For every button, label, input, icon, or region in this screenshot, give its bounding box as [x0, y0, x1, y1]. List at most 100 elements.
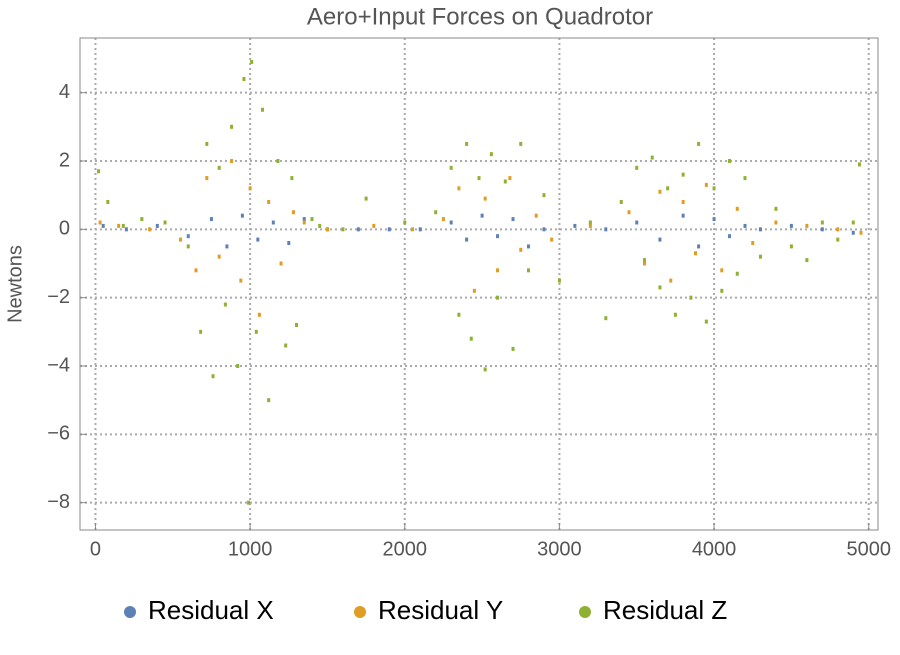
point [302, 217, 306, 222]
point [341, 227, 345, 232]
point [411, 227, 414, 232]
point [240, 213, 244, 218]
y-axis-label: Newtons [4, 245, 26, 323]
point [267, 200, 271, 204]
point [186, 234, 190, 239]
point [477, 176, 481, 181]
point [511, 217, 515, 222]
point [496, 268, 500, 273]
point [163, 220, 167, 225]
point [256, 237, 260, 242]
x-tick-label: 2000 [383, 538, 428, 560]
point [364, 196, 368, 201]
point [179, 237, 183, 242]
point [236, 364, 240, 368]
point [697, 244, 701, 249]
point [658, 285, 662, 290]
point [720, 268, 724, 273]
point [743, 176, 747, 181]
point [441, 217, 445, 222]
point [789, 223, 793, 228]
point [418, 227, 422, 232]
point [98, 220, 102, 225]
point [483, 367, 487, 372]
point [242, 77, 246, 81]
point [318, 223, 322, 228]
point [284, 343, 288, 348]
point [751, 241, 755, 245]
point [372, 223, 376, 228]
point [310, 217, 314, 222]
point [534, 213, 538, 218]
legend-marker [124, 606, 136, 618]
point [820, 220, 824, 225]
point [642, 261, 646, 266]
point [774, 220, 778, 225]
y-tick-label: 0 [59, 218, 70, 240]
point [117, 223, 121, 228]
point [194, 268, 198, 273]
point [250, 59, 254, 64]
point [209, 217, 213, 222]
point [186, 244, 190, 249]
legend-label: Residual X [148, 595, 274, 625]
point [230, 124, 234, 129]
point [774, 206, 778, 211]
point [712, 217, 716, 222]
point [604, 227, 608, 232]
point [519, 247, 523, 252]
point [290, 176, 294, 181]
point [642, 258, 646, 263]
point [635, 220, 639, 225]
point [627, 210, 631, 215]
point [155, 223, 159, 228]
point [457, 312, 461, 317]
point [758, 227, 762, 232]
point [851, 230, 855, 235]
point [434, 210, 438, 215]
point [604, 316, 608, 321]
point [140, 217, 144, 222]
point [658, 237, 662, 242]
point [217, 254, 221, 259]
point [302, 220, 306, 225]
point [588, 220, 592, 225]
point [619, 200, 623, 204]
point [728, 234, 732, 239]
point [820, 227, 824, 232]
legend-label: Residual Z [603, 595, 727, 625]
point [449, 220, 453, 225]
point [457, 186, 461, 191]
point [403, 220, 407, 225]
point [573, 223, 577, 228]
point [689, 295, 693, 300]
point [658, 189, 662, 194]
point [480, 213, 484, 218]
point [735, 206, 739, 211]
point [356, 227, 360, 232]
point [223, 302, 227, 307]
point [789, 244, 793, 249]
point [542, 193, 546, 198]
chart-title: Aero+Input Forces on Quadrotor [307, 3, 653, 30]
point [257, 312, 261, 317]
point [465, 141, 469, 146]
point [97, 169, 101, 174]
point [805, 258, 809, 263]
x-tick-label: 1000 [228, 538, 273, 560]
x-tick-label: 0 [90, 538, 101, 560]
point [681, 172, 685, 177]
point [526, 268, 530, 273]
point [508, 176, 512, 181]
point [217, 165, 221, 170]
point [805, 223, 809, 228]
point [148, 227, 152, 232]
y-tick-label: −4 [47, 354, 70, 376]
point [503, 179, 507, 184]
point [712, 186, 716, 191]
point [542, 227, 546, 232]
y-tick-label: 2 [59, 149, 70, 171]
legend-marker [354, 606, 366, 618]
point [106, 200, 110, 204]
point [267, 398, 271, 403]
